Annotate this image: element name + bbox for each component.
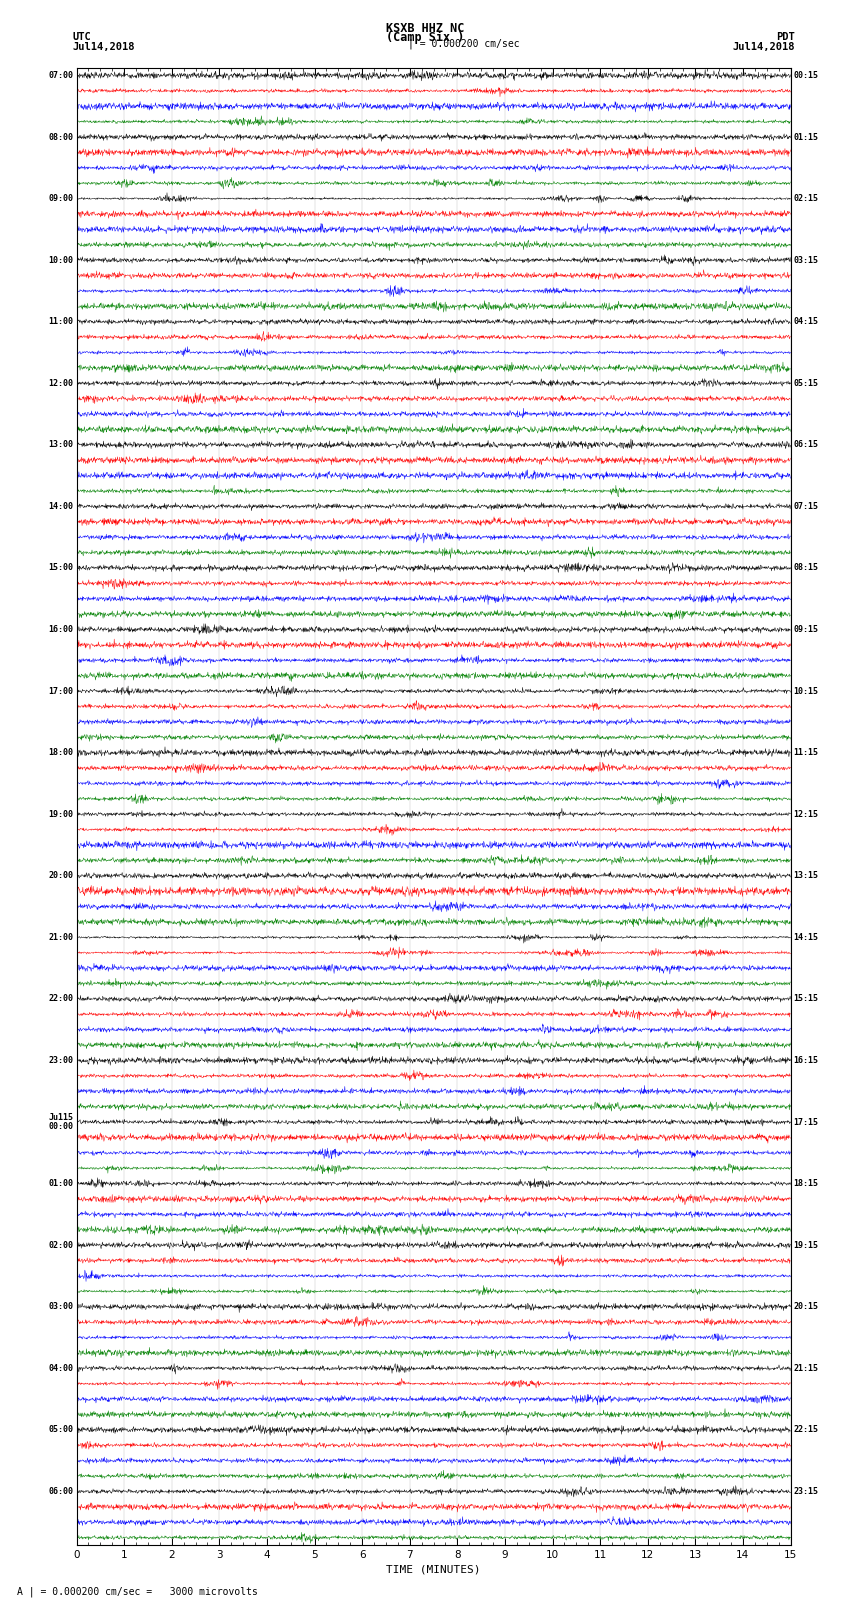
Text: 06:00: 06:00	[48, 1487, 74, 1495]
Text: 15:00: 15:00	[48, 563, 74, 573]
Text: 12:15: 12:15	[793, 810, 819, 819]
Text: 05:00: 05:00	[48, 1426, 74, 1434]
Text: 04:15: 04:15	[793, 318, 819, 326]
Text: 16:00: 16:00	[48, 624, 74, 634]
Text: | = 0.000200 cm/sec: | = 0.000200 cm/sec	[408, 39, 519, 50]
Text: 17:15: 17:15	[793, 1118, 819, 1126]
Text: 06:15: 06:15	[793, 440, 819, 450]
Text: 10:15: 10:15	[793, 687, 819, 695]
Text: 12:00: 12:00	[48, 379, 74, 387]
Text: 22:00: 22:00	[48, 994, 74, 1003]
Text: 18:00: 18:00	[48, 748, 74, 756]
Text: Jul14,2018: Jul14,2018	[72, 42, 135, 52]
Text: 03:15: 03:15	[793, 255, 819, 265]
Text: KSXB HHZ NC: KSXB HHZ NC	[386, 21, 464, 35]
Text: 10:00: 10:00	[48, 255, 74, 265]
Text: 03:00: 03:00	[48, 1302, 74, 1311]
Text: 00:15: 00:15	[793, 71, 819, 81]
Text: Jul14,2018: Jul14,2018	[732, 42, 795, 52]
Text: 05:15: 05:15	[793, 379, 819, 387]
Text: 09:00: 09:00	[48, 194, 74, 203]
Text: A | = 0.000200 cm/sec =   3000 microvolts: A | = 0.000200 cm/sec = 3000 microvolts	[17, 1586, 258, 1597]
Text: 04:00: 04:00	[48, 1363, 74, 1373]
Text: 20:00: 20:00	[48, 871, 74, 881]
Text: 20:15: 20:15	[793, 1302, 819, 1311]
Text: 11:15: 11:15	[793, 748, 819, 756]
Text: 18:15: 18:15	[793, 1179, 819, 1189]
Text: UTC: UTC	[72, 32, 91, 42]
Text: 17:00: 17:00	[48, 687, 74, 695]
Text: 15:15: 15:15	[793, 994, 819, 1003]
Text: PDT: PDT	[776, 32, 795, 42]
Text: 09:15: 09:15	[793, 624, 819, 634]
Text: 21:00: 21:00	[48, 932, 74, 942]
Text: 23:15: 23:15	[793, 1487, 819, 1495]
Text: 08:15: 08:15	[793, 563, 819, 573]
Text: 11:00: 11:00	[48, 318, 74, 326]
Text: 23:00: 23:00	[48, 1057, 74, 1065]
Text: 14:00: 14:00	[48, 502, 74, 511]
Text: 14:15: 14:15	[793, 932, 819, 942]
Text: 02:15: 02:15	[793, 194, 819, 203]
Text: 01:15: 01:15	[793, 132, 819, 142]
Text: 21:15: 21:15	[793, 1363, 819, 1373]
Text: 13:15: 13:15	[793, 871, 819, 881]
Text: 07:15: 07:15	[793, 502, 819, 511]
Text: 16:15: 16:15	[793, 1057, 819, 1065]
Text: 19:15: 19:15	[793, 1240, 819, 1250]
Text: Ju115
00:00: Ju115 00:00	[48, 1113, 74, 1131]
Text: 22:15: 22:15	[793, 1426, 819, 1434]
X-axis label: TIME (MINUTES): TIME (MINUTES)	[386, 1565, 481, 1574]
Text: 08:00: 08:00	[48, 132, 74, 142]
Text: 13:00: 13:00	[48, 440, 74, 450]
Text: 02:00: 02:00	[48, 1240, 74, 1250]
Text: 01:00: 01:00	[48, 1179, 74, 1189]
Text: 19:00: 19:00	[48, 810, 74, 819]
Text: (Camp Six ): (Camp Six )	[386, 31, 464, 44]
Text: 07:00: 07:00	[48, 71, 74, 81]
